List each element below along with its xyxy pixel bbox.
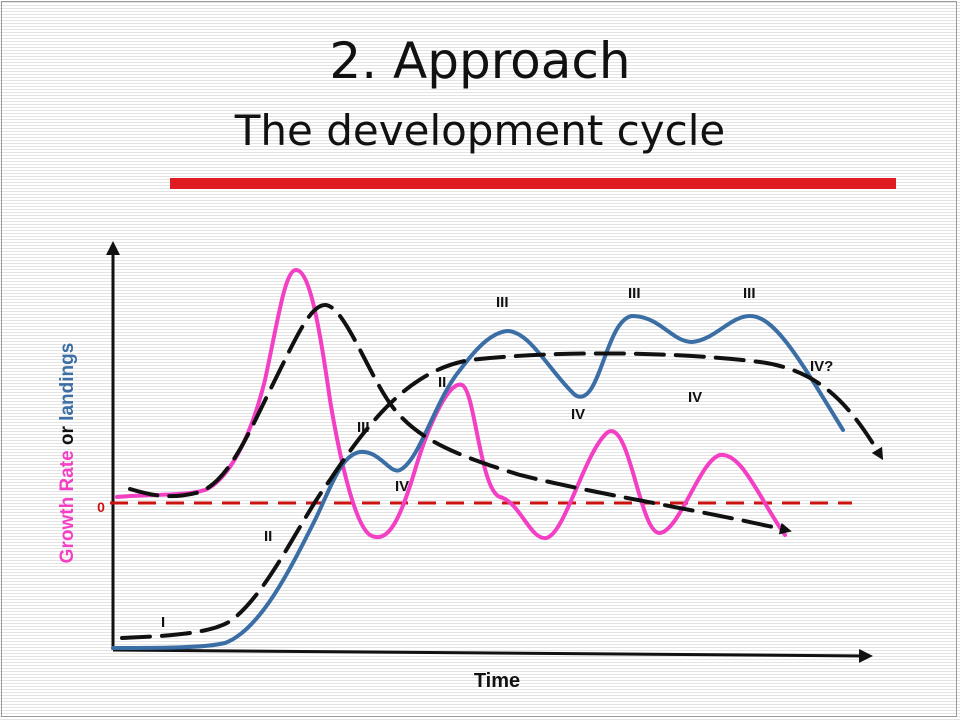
- x-axis-label: Time: [474, 670, 520, 692]
- y-axis-label-growth-rate: Growth Rate: [57, 450, 78, 563]
- growth-rate-curve: [115, 268, 787, 540]
- title-underline-bar: [170, 178, 896, 189]
- zero-label: 0: [97, 499, 105, 515]
- slide-subtitle: The development cycle: [234, 106, 726, 155]
- stage-label-iv-right: IV: [688, 389, 702, 406]
- landings-trend-dashed: [120, 351, 884, 640]
- stage-label-iii-left: III: [357, 419, 370, 436]
- y-axis-label-or: or: [57, 421, 78, 451]
- growth-trend-dashed: [128, 302, 792, 535]
- slide-title: 2. Approach: [329, 32, 631, 90]
- y-axis-label: Growth Rate or landings: [57, 343, 78, 564]
- x-axis: [112, 648, 873, 663]
- stage-label-iv-left: IV: [395, 478, 409, 495]
- stage-label-ii-high: II: [438, 374, 446, 391]
- stage-label-iii-right1: III: [628, 285, 641, 302]
- y-axis-label-landings: landings: [57, 343, 78, 421]
- stage-label-iv-question: IV?: [810, 358, 833, 375]
- stage-label-iii-mid: III: [496, 294, 509, 311]
- landings-curve: [111, 314, 845, 650]
- stage-label-iii-right2: III: [743, 285, 756, 302]
- stage-label-ii-low: II: [264, 528, 272, 545]
- stage-label-iv-mid: IV: [571, 406, 585, 423]
- stage-label-i: I: [161, 614, 165, 631]
